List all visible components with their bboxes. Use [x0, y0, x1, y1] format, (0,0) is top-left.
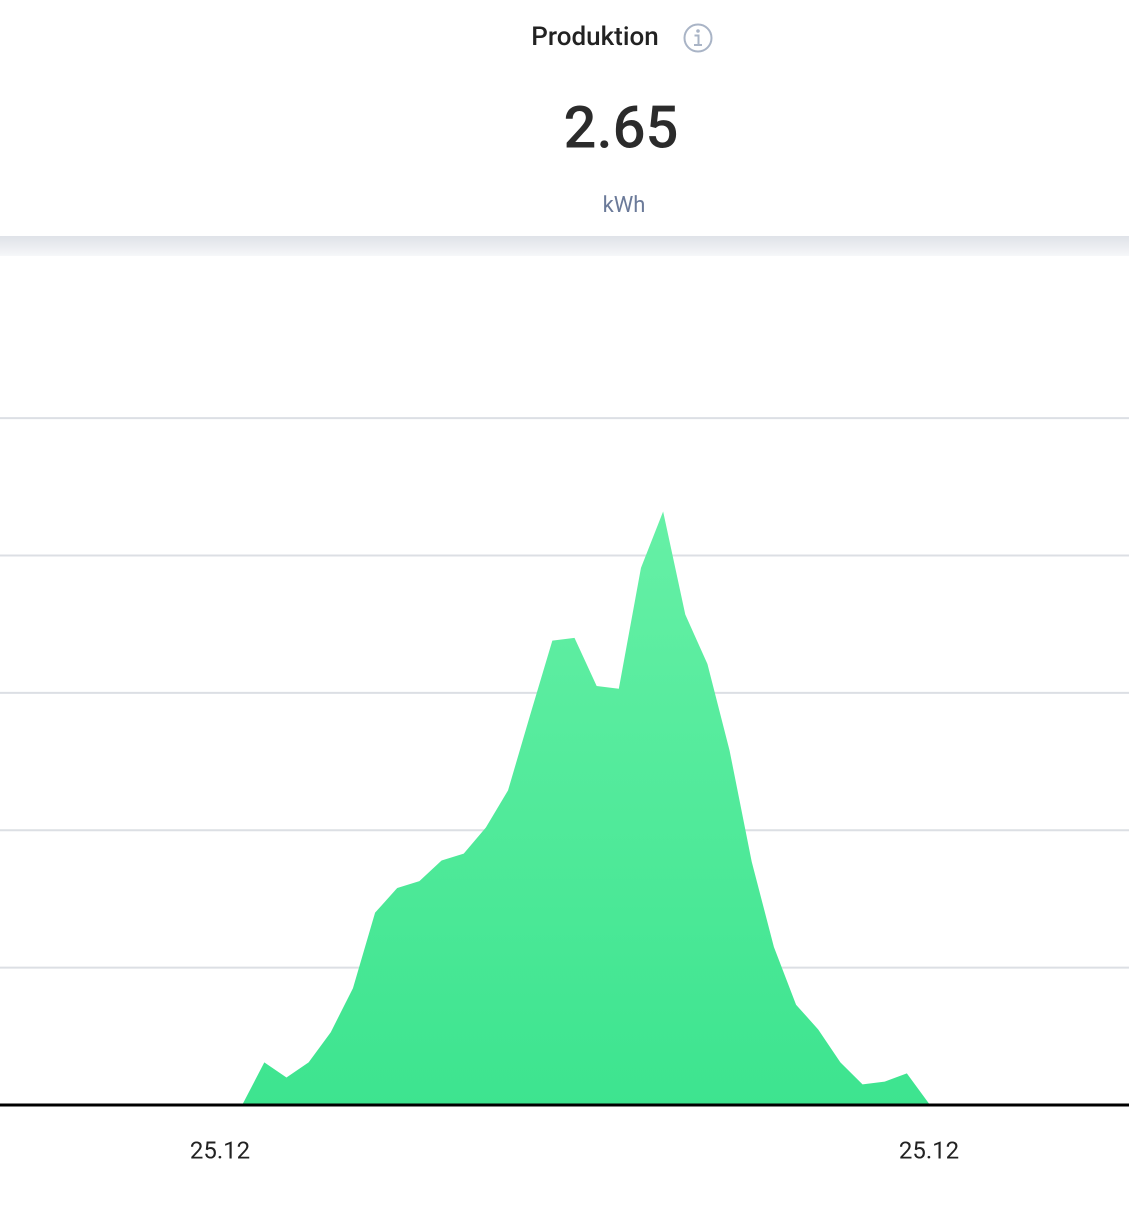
unit-label: kWh — [603, 193, 646, 218]
x-tick-label: 25.12 — [190, 1136, 250, 1164]
info-button[interactable] — [683, 23, 713, 53]
separator — [0, 236, 1129, 256]
card-title: Produktion — [531, 22, 658, 52]
chart: 25.12 25.12 — [0, 417, 1129, 1164]
total-value: 2.65 — [563, 94, 678, 162]
area — [220, 511, 952, 1105]
x-tick-label: 25.12 — [899, 1136, 959, 1164]
